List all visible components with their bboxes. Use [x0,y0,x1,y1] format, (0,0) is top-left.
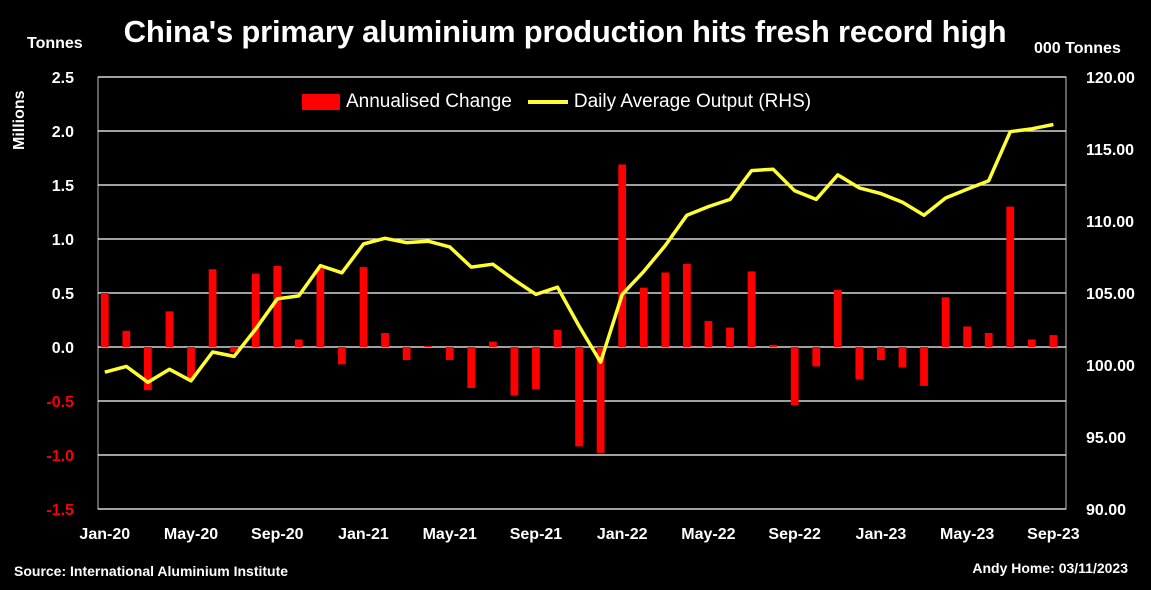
x-tick-label: May-21 [423,526,477,543]
x-tick-label: Jan-23 [856,526,907,543]
x-tick-label: May-23 [940,526,994,543]
bar-feb-22 [639,287,648,347]
bar-dec-22 [855,347,864,380]
legend: Annualised Change Daily Average Output (… [302,91,811,113]
left-tick-label: -0.5 [46,394,74,411]
bar-jul-22 [747,271,756,347]
bar-jul-21 [488,341,497,347]
x-tick-label: Jan-22 [597,526,648,543]
left-tick-label: 1.5 [52,178,74,195]
bar-jul-23 [1006,206,1015,347]
bar-mar-23 [920,347,928,386]
left-tick-label: 1.0 [52,232,74,249]
bar-oct-21 [553,329,562,347]
bar-oct-20 [294,339,303,347]
bar-may-23 [963,326,972,347]
legend-line-label: Daily Average Output (RHS) [573,91,812,112]
left-tick-label: -1.0 [46,448,74,465]
left-tick-label: 2.0 [52,124,74,141]
x-tick-label: Sep-22 [768,526,821,543]
bar-nov-22 [833,289,842,347]
bar-jun-20 [208,269,217,347]
bar-jun-22 [726,327,734,347]
x-tick-label: May-20 [164,526,218,543]
bar-dec-21 [596,347,605,453]
right-axis-unit: 000 Tonnes [1034,40,1121,57]
bar-mar-22 [661,272,670,347]
bar-may-20 [187,347,195,380]
right-tick-label: 90.00 [1086,502,1126,519]
bar-sep-20 [273,266,282,347]
legend-bar-label: Annualised Change [346,91,512,112]
bar-feb-23 [898,347,907,368]
bar-may-22 [704,321,713,347]
bar-jan-23 [877,347,885,360]
x-tick-label: Sep-21 [510,526,563,543]
left-tick-label: 0.0 [52,340,74,357]
bar-apr-22 [682,263,691,347]
bar-oct-22 [812,347,821,367]
bar-aug-23 [1027,339,1036,347]
left-tick-label: 2.5 [52,70,74,87]
x-tick-label: Jan-21 [338,526,389,543]
right-tick-label: 105.00 [1086,286,1135,303]
bar-jun-23 [984,332,993,347]
author-date: Andy Home: 03/11/2023 [972,560,1128,576]
bar-aug-20 [251,273,260,347]
bar-jan-21 [359,267,368,347]
legend-line-swatch [527,100,568,104]
left-tick-label: -1.5 [46,502,74,519]
right-tick-label: 95.00 [1086,430,1126,447]
bar-dec-20 [338,347,346,365]
daily-average-output-line [104,122,1054,385]
bar-apr-20 [165,311,174,347]
bar-feb-21 [381,332,389,347]
bar-may-21 [445,347,454,360]
bar-nov-21 [575,347,583,447]
right-tick-label: 115.00 [1086,142,1134,159]
source-note: Source: International Aluminium Institut… [14,563,289,579]
x-tick-label: Sep-23 [1027,526,1080,543]
x-tick-label: Jan-20 [79,526,130,543]
x-tick-label: Sep-20 [251,526,304,543]
right-tick-label: 120.00 [1086,70,1135,87]
bar-mar-21 [402,347,411,360]
left-axis-unit: Tonnes [27,35,83,52]
bar-mar-20 [144,347,152,391]
bar-feb-20 [122,330,131,347]
right-tick-label: 110.00 [1086,214,1134,231]
bar-sep-23 [1049,335,1058,347]
bar-jan-22 [618,164,627,347]
bar-sep-22 [790,347,799,406]
bar-apr-21 [424,345,433,347]
left-tick-label: 0.5 [52,286,74,303]
bar-nov-20 [316,268,325,347]
bar-jul-20 [230,347,239,353]
right-tick-label: 100.00 [1086,358,1135,375]
bar-jan-20 [100,293,109,347]
bar-sep-21 [532,347,540,390]
bar-apr-23 [941,297,950,347]
legend-bar-swatch [302,94,340,110]
x-tick-label: May-22 [681,526,735,543]
bar-jun-21 [467,347,476,389]
bar-aug-21 [510,347,519,396]
bar-aug-22 [769,344,777,347]
chart-title: China's primary aluminium production hit… [123,14,1007,49]
